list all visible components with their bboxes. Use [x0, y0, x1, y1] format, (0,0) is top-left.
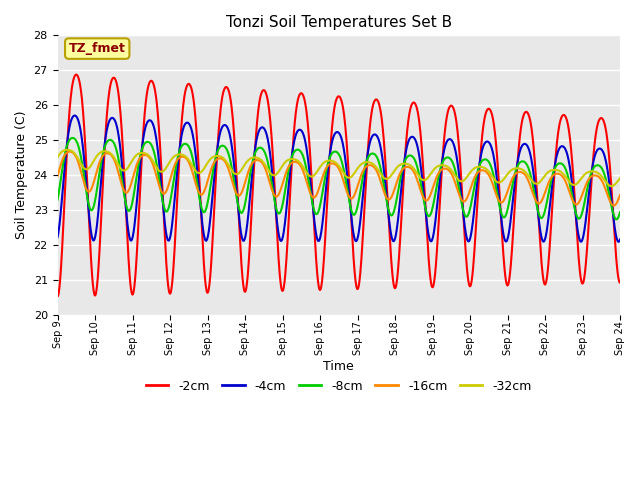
Title: Tonzi Soil Temperatures Set B: Tonzi Soil Temperatures Set B: [226, 15, 452, 30]
Text: TZ_fmet: TZ_fmet: [68, 42, 125, 55]
Y-axis label: Soil Temperature (C): Soil Temperature (C): [15, 111, 28, 239]
X-axis label: Time: Time: [323, 360, 354, 373]
Legend: -2cm, -4cm, -8cm, -16cm, -32cm: -2cm, -4cm, -8cm, -16cm, -32cm: [141, 375, 537, 398]
